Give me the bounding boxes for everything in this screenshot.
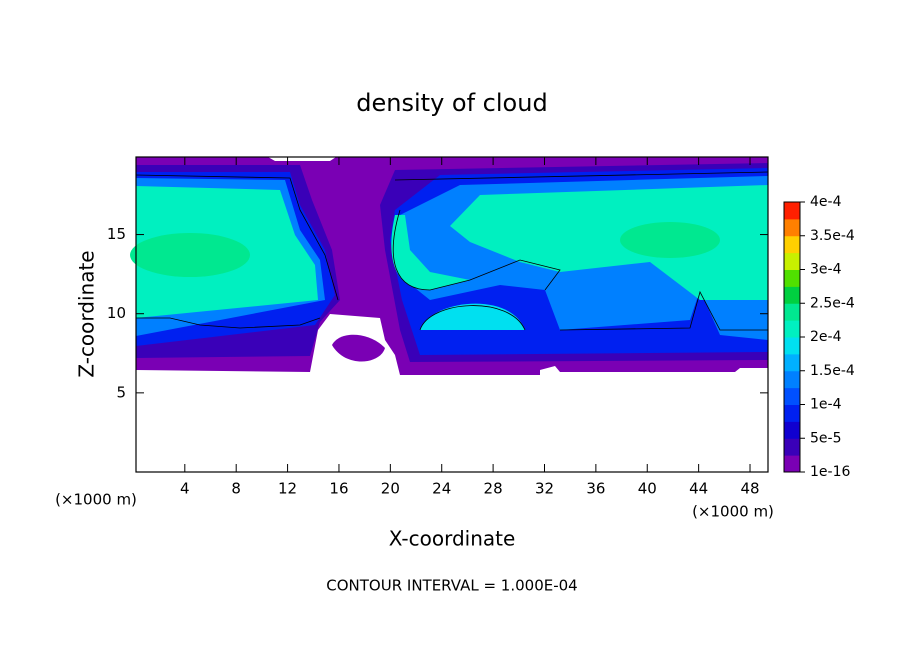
y-axis-label: Z-coordinate <box>75 250 99 377</box>
plot-frame <box>135 156 769 473</box>
colorbar-swatch <box>784 269 800 287</box>
x-unit-label: (×1000 m) <box>692 503 774 521</box>
x-tick-label: 8 <box>231 480 241 498</box>
colorbar-swatch <box>784 303 800 321</box>
contour-line <box>419 305 526 331</box>
x-tick-label: 44 <box>689 480 708 498</box>
contour-line <box>392 209 561 291</box>
contour-field <box>130 157 769 375</box>
contour-line <box>394 171 769 181</box>
y-tick-label: 10 <box>107 304 126 322</box>
colorbar-swatch <box>784 353 800 372</box>
footer: CONTOUR INTERVAL = 1.000E-04 <box>326 577 577 595</box>
contour-fill <box>332 334 385 362</box>
contour-fill <box>620 222 720 258</box>
colorbar-tick-label: 1e-4 <box>810 397 842 413</box>
colorbar-tick-label: 1.5e-4 <box>810 363 855 379</box>
x-tick-label: 28 <box>484 480 503 498</box>
colorbar-swatch <box>784 218 800 237</box>
x-tick-label: 40 <box>638 480 657 498</box>
colorbar-swatch <box>784 337 800 355</box>
colorbar-tick-label: 3e-4 <box>810 262 842 278</box>
colorbar-tick-label: 1e-16 <box>810 464 850 480</box>
contour-fill <box>130 233 250 277</box>
chart-title: density of cloud <box>356 89 547 117</box>
contour-line <box>559 290 768 331</box>
x-axis-label: X-coordinate <box>389 527 516 551</box>
contour-fill <box>450 185 768 300</box>
contour-line <box>135 174 339 301</box>
colorbar-swatch <box>784 370 800 389</box>
colorbar-tick-label: 4e-4 <box>810 194 842 210</box>
x-tick-label: 32 <box>535 480 554 498</box>
colorbar-tick-label: 2e-4 <box>810 329 842 345</box>
colorbar-swatch <box>784 202 800 220</box>
colorbar-swatch <box>784 252 800 270</box>
x-tick-label: 4 <box>180 480 190 498</box>
colorbar-swatch <box>784 438 800 456</box>
y-tick-label: 15 <box>107 225 126 243</box>
x-tick-label: 24 <box>432 480 451 498</box>
colorbar-tick-label: 3.5e-4 <box>810 228 855 244</box>
colorbar-swatch <box>784 455 800 473</box>
x-tick-label: 36 <box>586 480 605 498</box>
x-unit-label: (×1000 m) <box>55 491 137 509</box>
x-tick-label: 16 <box>329 480 348 498</box>
contour-fill <box>391 215 470 290</box>
colorbar-tick-label: 2.5e-4 <box>810 295 855 311</box>
x-tick-label: 20 <box>381 480 400 498</box>
colorbar-swatch <box>784 286 800 304</box>
contour-fill <box>420 303 525 330</box>
y-tick-label: 5 <box>116 383 126 401</box>
contour-line <box>136 317 321 329</box>
colorbar-tick-label: 5e-5 <box>810 430 841 446</box>
colorbar-swatch <box>784 235 800 254</box>
colorbar-swatch <box>784 404 800 422</box>
x-tick-label: 12 <box>278 480 297 498</box>
colorbar-swatch <box>784 387 800 405</box>
x-tick-label: 48 <box>740 480 759 498</box>
colorbar-swatch <box>784 421 800 439</box>
colorbar-swatch <box>784 320 800 338</box>
